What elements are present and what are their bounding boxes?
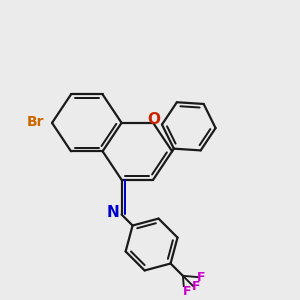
Text: F: F: [197, 271, 206, 284]
Text: F: F: [192, 280, 201, 293]
Text: Br: Br: [27, 115, 44, 129]
Text: O: O: [147, 112, 160, 127]
Text: F: F: [182, 285, 191, 298]
Text: N: N: [106, 206, 119, 220]
